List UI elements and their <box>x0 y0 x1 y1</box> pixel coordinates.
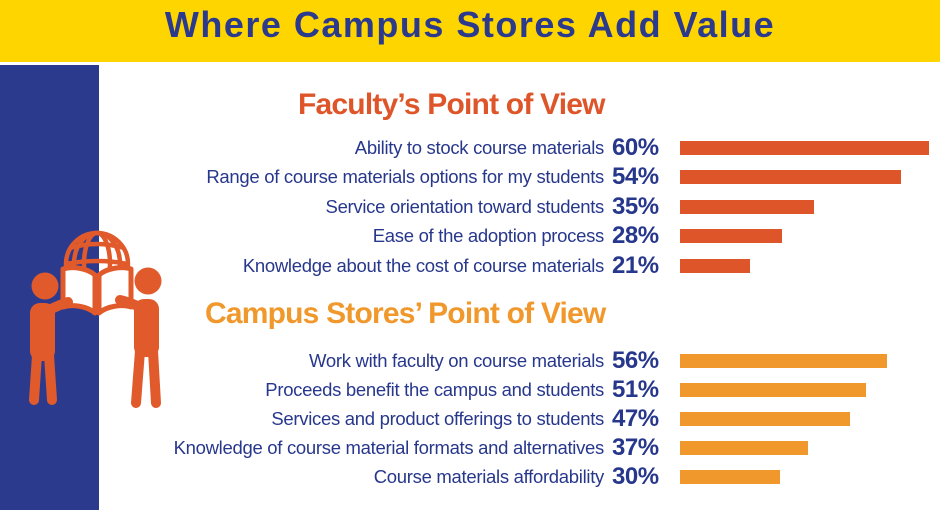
bar-value: 30% <box>612 462 659 490</box>
bar-label: Ease of the adoption process <box>372 225 605 247</box>
bar-value: 51% <box>612 376 659 404</box>
bar <box>680 199 814 214</box>
bar-label: Course materials affordability <box>373 465 605 487</box>
bar <box>680 354 887 369</box>
bar-row: Course materials affordability 30% <box>99 462 940 491</box>
bar <box>680 440 809 455</box>
bar-label: Proceeds benefit the campus and students <box>265 379 604 401</box>
section-heading: Campus Stores’ Point of View <box>205 297 606 330</box>
bar-row: Services and product offerings to studen… <box>99 405 940 434</box>
person-left-icon <box>29 272 73 405</box>
bar-row: Knowledge about the cost of course mater… <box>99 251 940 281</box>
bar-rows: Ability to stock course materials 60% Rang… <box>99 133 940 281</box>
bar <box>680 170 902 185</box>
bar-label: Service orientation toward students <box>325 195 605 217</box>
page-title: Where Campus Stores Add Value <box>164 4 776 45</box>
bar-label: Services and product offerings to studen… <box>271 407 604 429</box>
bar-row: Ability to stock course materials 60% <box>99 133 940 163</box>
bar-label: Range of course materials options for my… <box>206 166 604 188</box>
bar-value: 60% <box>612 133 659 161</box>
bar-row: Work with faculty on course materials 56% <box>99 347 940 376</box>
bar-rows: Work with faculty on course materials 56%… <box>99 347 940 491</box>
bar-label: Knowledge about the cost of course mater… <box>242 254 604 276</box>
bar-row: Knowledge of course material formats and… <box>99 433 940 462</box>
bar <box>680 469 780 484</box>
bar <box>680 140 929 155</box>
bar <box>680 383 867 398</box>
bar-value: 56% <box>612 347 659 375</box>
bar-value: 37% <box>612 433 659 461</box>
top-banner: Where Campus Stores Add Value <box>0 0 940 62</box>
bar-value: 54% <box>612 163 659 191</box>
bar-value: 28% <box>612 222 659 250</box>
bar-value: 47% <box>612 404 659 432</box>
bar-row: Proceeds benefit the campus and students… <box>99 376 940 405</box>
person-right-icon <box>115 267 162 408</box>
bar-value: 21% <box>612 251 659 279</box>
bar-row: Service orientation toward students 35% <box>99 192 940 222</box>
people-sharing-book-globe-icon <box>29 230 162 408</box>
bar-row: Ease of the adoption process 28% <box>99 222 940 252</box>
bar-value: 35% <box>612 192 659 220</box>
bar <box>680 411 850 426</box>
bar <box>680 229 782 244</box>
bar-label: Work with faculty on course materials <box>309 350 604 372</box>
bar <box>680 258 750 273</box>
bar-row: Range of course materials options for my… <box>99 163 940 193</box>
bar-label: Knowledge of course material formats and… <box>173 436 605 458</box>
bar-label: Ability to stock course materials <box>354 136 605 158</box>
section-heading: Faculty’s Point of View <box>298 88 605 121</box>
